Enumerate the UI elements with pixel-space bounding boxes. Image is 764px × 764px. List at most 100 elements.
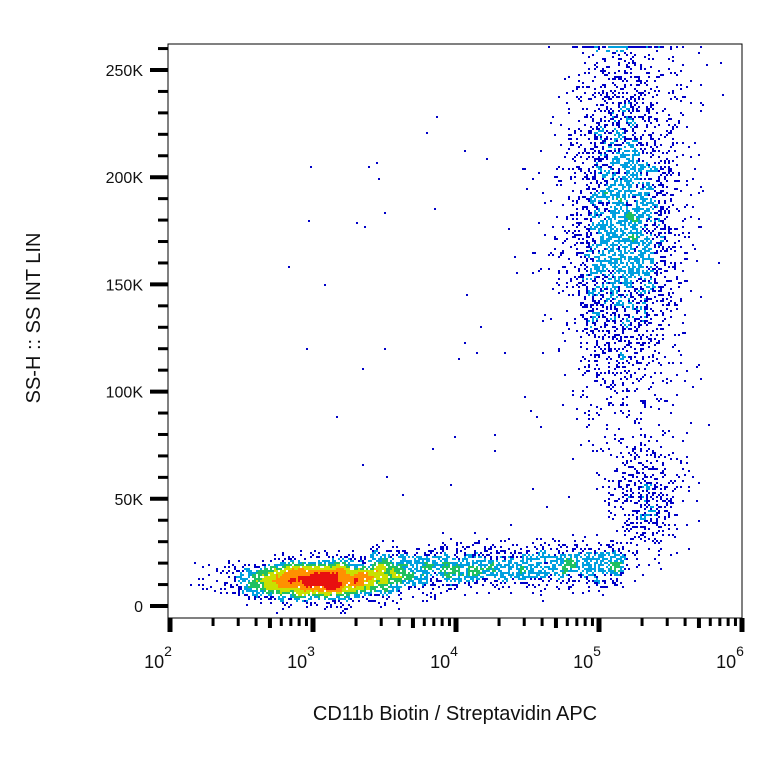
event-dot bbox=[310, 604, 312, 606]
event-dot bbox=[616, 196, 618, 198]
event-dot bbox=[586, 556, 588, 558]
event-dot bbox=[646, 162, 648, 164]
event-dot bbox=[620, 228, 622, 230]
event-dot bbox=[628, 250, 630, 252]
event-dot bbox=[672, 172, 674, 174]
event-dot bbox=[618, 236, 620, 238]
event-dot bbox=[614, 144, 616, 146]
event-dot bbox=[656, 226, 658, 228]
event-dot bbox=[520, 574, 522, 576]
event-dot bbox=[254, 564, 256, 566]
event-dot bbox=[206, 588, 208, 590]
event-dot bbox=[304, 588, 306, 590]
event-dot bbox=[632, 208, 634, 210]
event-dot bbox=[586, 246, 588, 248]
event-dot bbox=[272, 586, 274, 588]
event-dot bbox=[374, 568, 376, 570]
event-dot bbox=[474, 582, 476, 584]
event-dot bbox=[636, 76, 638, 78]
event-dot bbox=[594, 268, 596, 270]
event-dot bbox=[588, 254, 590, 256]
event-dot bbox=[654, 80, 656, 82]
event-dot bbox=[624, 282, 626, 284]
event-dot bbox=[598, 122, 600, 124]
event-dot bbox=[660, 46, 662, 48]
event-dot bbox=[594, 92, 596, 94]
event-dot bbox=[282, 580, 284, 582]
event-dot bbox=[628, 158, 630, 160]
event-dot bbox=[248, 572, 250, 574]
event-dot bbox=[578, 290, 580, 292]
event-dot bbox=[342, 594, 344, 596]
event-dot bbox=[334, 578, 336, 580]
event-dot bbox=[634, 116, 636, 118]
event-dot bbox=[288, 598, 290, 600]
event-dot bbox=[654, 228, 656, 230]
event-dot bbox=[358, 588, 360, 590]
event-dot bbox=[220, 572, 222, 574]
event-dot bbox=[626, 116, 628, 118]
event-dot bbox=[322, 590, 324, 592]
event-dot bbox=[468, 570, 470, 572]
event-dot bbox=[336, 568, 338, 570]
event-dot bbox=[366, 598, 368, 600]
event-dot bbox=[520, 552, 522, 554]
event-dot bbox=[326, 586, 328, 588]
event-dot bbox=[596, 256, 598, 258]
event-dot bbox=[286, 580, 288, 582]
event-dot bbox=[272, 572, 274, 574]
event-dot bbox=[598, 368, 600, 370]
event-dot bbox=[602, 552, 604, 554]
event-dot bbox=[306, 606, 308, 608]
event-dot bbox=[622, 384, 624, 386]
event-dot bbox=[346, 556, 348, 558]
event-dot bbox=[346, 572, 348, 574]
event-dot bbox=[664, 256, 666, 258]
event-dot bbox=[246, 586, 248, 588]
event-dot bbox=[570, 570, 572, 572]
event-dot bbox=[380, 584, 382, 586]
event-dot bbox=[624, 146, 626, 148]
event-dot bbox=[682, 322, 684, 324]
event-dot bbox=[300, 582, 302, 584]
event-dot bbox=[614, 336, 616, 338]
event-dot bbox=[596, 406, 598, 408]
event-dot bbox=[610, 558, 612, 560]
event-dot bbox=[290, 580, 292, 582]
event-dot bbox=[416, 552, 418, 554]
event-dot bbox=[508, 560, 510, 562]
event-dot bbox=[338, 578, 340, 580]
event-dot bbox=[456, 544, 458, 546]
event-dot bbox=[324, 576, 326, 578]
event-dot bbox=[536, 576, 538, 578]
event-dot bbox=[550, 252, 552, 254]
event-dot bbox=[410, 574, 412, 576]
event-dot bbox=[610, 98, 612, 100]
event-dot bbox=[408, 574, 410, 576]
event-dot bbox=[632, 238, 634, 240]
event-dot bbox=[590, 220, 592, 222]
event-dot bbox=[242, 570, 244, 572]
event-dot bbox=[646, 314, 648, 316]
event-dot bbox=[384, 562, 386, 564]
event-dot bbox=[594, 136, 596, 138]
event-dot bbox=[634, 226, 636, 228]
event-dot bbox=[464, 578, 466, 580]
event-dot bbox=[500, 582, 502, 584]
event-dot bbox=[364, 580, 366, 582]
event-dot bbox=[354, 592, 356, 594]
event-dot bbox=[308, 592, 310, 594]
event-dot bbox=[620, 164, 622, 166]
event-dot bbox=[248, 598, 250, 600]
event-dot bbox=[490, 568, 492, 570]
event-dot bbox=[266, 568, 268, 570]
event-dot bbox=[630, 112, 632, 114]
event-dot bbox=[348, 590, 350, 592]
event-dot bbox=[544, 550, 546, 552]
event-dot bbox=[660, 250, 662, 252]
event-dot bbox=[602, 158, 604, 160]
event-dot bbox=[672, 362, 674, 364]
event-dot bbox=[592, 152, 594, 154]
event-dot bbox=[318, 578, 320, 580]
event-dot bbox=[342, 604, 344, 606]
